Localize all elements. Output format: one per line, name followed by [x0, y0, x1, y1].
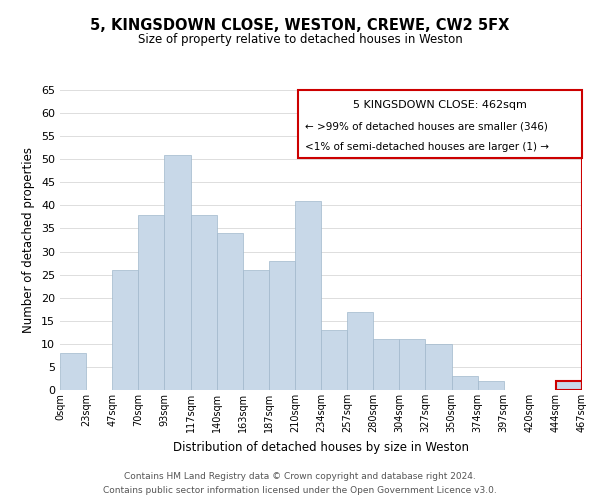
- Bar: [400, 339, 425, 390]
- Bar: [269, 261, 295, 390]
- Bar: [556, 381, 582, 390]
- Text: Contains HM Land Registry data © Crown copyright and database right 2024.: Contains HM Land Registry data © Crown c…: [124, 472, 476, 481]
- Text: Contains public sector information licensed under the Open Government Licence v3: Contains public sector information licen…: [103, 486, 497, 495]
- Bar: [217, 233, 243, 390]
- Text: <1% of semi-detached houses are larger (1) →: <1% of semi-detached houses are larger (…: [305, 142, 550, 152]
- Y-axis label: Number of detached properties: Number of detached properties: [22, 147, 35, 333]
- Text: 5 KINGSDOWN CLOSE: 462sqm: 5 KINGSDOWN CLOSE: 462sqm: [353, 100, 527, 110]
- Bar: [347, 312, 373, 390]
- Text: ← >99% of detached houses are smaller (346): ← >99% of detached houses are smaller (3…: [305, 122, 548, 132]
- Bar: [425, 344, 452, 390]
- Bar: [556, 381, 582, 390]
- Bar: [164, 154, 191, 390]
- Bar: [373, 339, 400, 390]
- Text: 5, KINGSDOWN CLOSE, WESTON, CREWE, CW2 5FX: 5, KINGSDOWN CLOSE, WESTON, CREWE, CW2 5…: [91, 18, 509, 32]
- Bar: [243, 270, 269, 390]
- FancyBboxPatch shape: [298, 90, 582, 158]
- Bar: [139, 214, 164, 390]
- Bar: [452, 376, 478, 390]
- Bar: [295, 201, 321, 390]
- X-axis label: Distribution of detached houses by size in Weston: Distribution of detached houses by size …: [173, 440, 469, 454]
- Bar: [112, 270, 139, 390]
- Bar: [60, 353, 86, 390]
- Bar: [321, 330, 347, 390]
- Text: Size of property relative to detached houses in Weston: Size of property relative to detached ho…: [137, 32, 463, 46]
- Bar: [191, 214, 217, 390]
- Bar: [478, 381, 504, 390]
